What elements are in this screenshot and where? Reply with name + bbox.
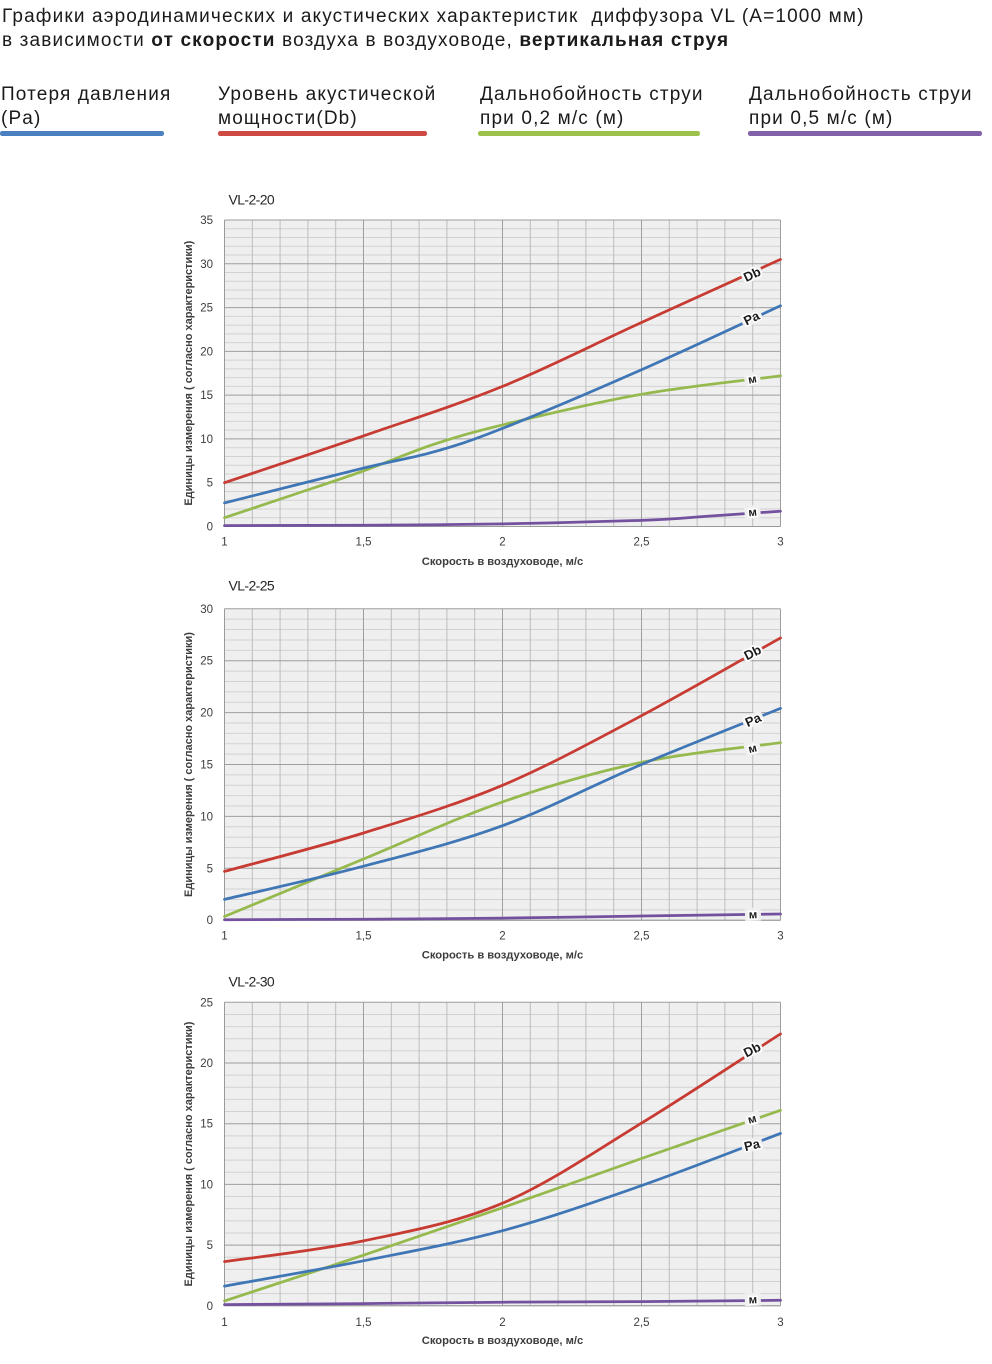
- svg-text:5: 5: [207, 863, 213, 875]
- svg-text:30: 30: [200, 604, 213, 616]
- svg-text:1: 1: [221, 1317, 227, 1329]
- svg-text:10: 10: [200, 1179, 213, 1191]
- svg-text:25: 25: [200, 303, 213, 315]
- svg-text:2,5: 2,5: [634, 537, 650, 549]
- svg-text:Pa: Pa: [742, 1136, 762, 1155]
- svg-text:10: 10: [200, 811, 213, 823]
- svg-text:Db: Db: [741, 1039, 763, 1060]
- svg-text:1,5: 1,5: [356, 537, 372, 549]
- svg-text:м: м: [749, 909, 758, 921]
- svg-text:0: 0: [207, 522, 213, 534]
- svg-text:15: 15: [200, 390, 213, 402]
- svg-text:2: 2: [499, 537, 505, 549]
- svg-text:2,5: 2,5: [634, 931, 650, 943]
- svg-text:20: 20: [200, 708, 213, 720]
- svg-text:м: м: [747, 373, 758, 386]
- svg-text:м: м: [747, 742, 758, 756]
- svg-text:30: 30: [200, 259, 213, 271]
- svg-text:15: 15: [200, 1119, 213, 1131]
- svg-text:Скорость в воздуховоде, м/с: Скорость в воздуховоде, м/с: [422, 1335, 583, 1347]
- svg-text:1,5: 1,5: [356, 1317, 372, 1329]
- svg-text:5: 5: [207, 478, 213, 490]
- svg-text:0: 0: [207, 1301, 213, 1313]
- svg-text:20: 20: [200, 346, 213, 358]
- svg-text:10: 10: [200, 434, 213, 446]
- svg-text:1,5: 1,5: [356, 931, 372, 943]
- svg-text:Скорость в воздуховоде, м/с: Скорость в воздуховоде, м/с: [422, 556, 583, 568]
- svg-text:VL-2-25: VL-2-25: [229, 578, 275, 594]
- svg-text:0: 0: [207, 915, 213, 927]
- svg-text:м: м: [748, 1294, 757, 1306]
- svg-text:5: 5: [207, 1240, 213, 1252]
- svg-text:2: 2: [499, 931, 505, 943]
- svg-text:Db: Db: [741, 264, 763, 285]
- svg-text:м: м: [748, 1294, 757, 1306]
- svg-text:1: 1: [221, 931, 227, 943]
- svg-text:2: 2: [499, 1317, 505, 1329]
- svg-text:Единицы измерения ( согласно х: Единицы измерения ( согласно характерист…: [183, 240, 195, 505]
- svg-text:25: 25: [200, 656, 213, 668]
- svg-text:Pa: Pa: [741, 308, 763, 329]
- svg-text:2,5: 2,5: [634, 1317, 650, 1329]
- svg-text:Pa: Pa: [743, 709, 764, 729]
- svg-text:VL-2-30: VL-2-30: [229, 973, 275, 989]
- svg-text:20: 20: [200, 1058, 213, 1070]
- svg-text:Скорость в воздуховоде, м/с: Скорость в воздуховоде, м/с: [422, 950, 583, 962]
- svg-text:25: 25: [200, 997, 213, 1009]
- svg-text:15: 15: [200, 760, 213, 772]
- svg-text:м: м: [748, 507, 758, 520]
- svg-text:Единицы измерения ( согласно х: Единицы измерения ( согласно характерист…: [183, 1021, 195, 1286]
- svg-text:м: м: [747, 373, 758, 386]
- svg-text:VL-2-20: VL-2-20: [229, 192, 275, 208]
- svg-text:35: 35: [200, 215, 213, 227]
- svg-text:3: 3: [777, 1317, 783, 1329]
- svg-text:м: м: [748, 507, 758, 520]
- svg-text:Db: Db: [741, 642, 763, 663]
- svg-text:Pa: Pa: [742, 1136, 762, 1155]
- svg-text:3: 3: [777, 537, 783, 549]
- svg-text:м: м: [747, 1113, 758, 1127]
- svg-text:1: 1: [221, 537, 227, 549]
- svg-text:3: 3: [777, 931, 783, 943]
- svg-text:Единицы измерения ( согласно х: Единицы измерения ( согласно характерист…: [183, 632, 195, 897]
- svg-text:м: м: [749, 909, 758, 921]
